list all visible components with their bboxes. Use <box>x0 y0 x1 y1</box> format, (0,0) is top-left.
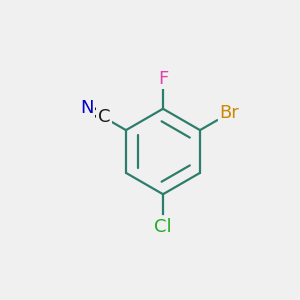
Text: F: F <box>158 70 168 88</box>
Text: C: C <box>98 108 110 126</box>
Text: Cl: Cl <box>154 218 172 236</box>
Text: Br: Br <box>219 104 239 122</box>
Text: N: N <box>80 99 94 117</box>
